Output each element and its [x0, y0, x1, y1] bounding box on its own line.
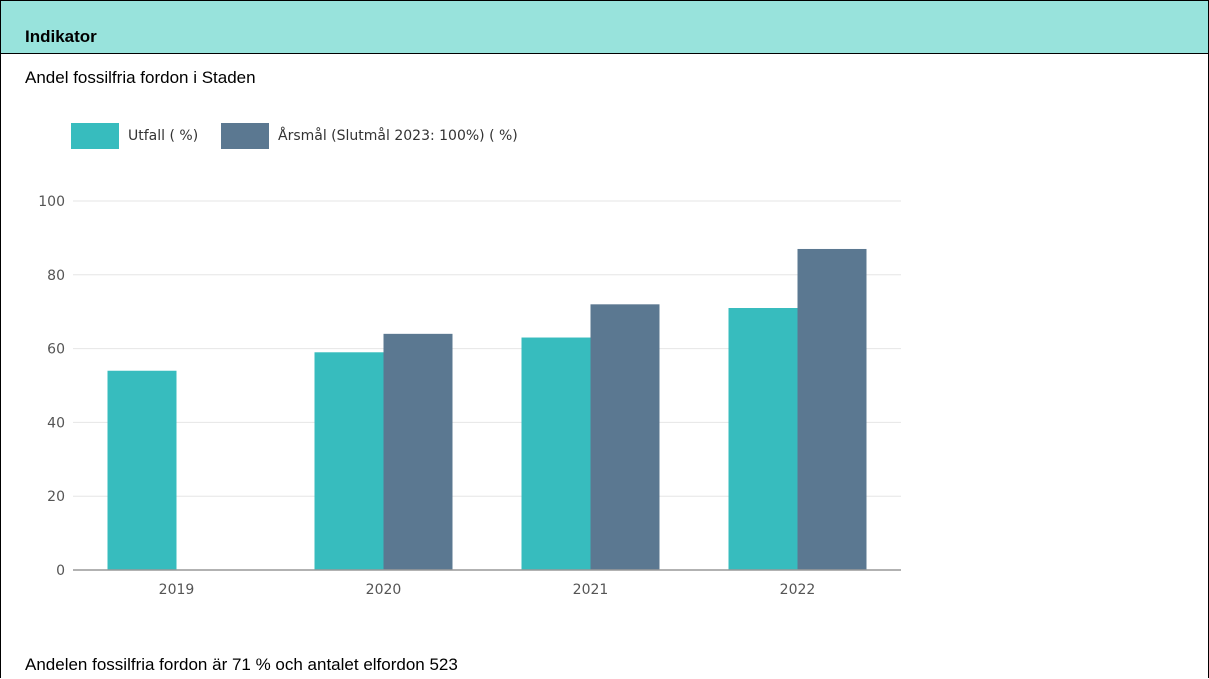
legend-label-arsmal: Årsmål (Slutmål 2023: 100%) ( %)	[278, 128, 518, 144]
y-tick-label: 0	[56, 563, 65, 579]
x-tick-label: 2019	[159, 582, 195, 598]
legend-swatch-arsmal	[221, 123, 269, 149]
y-tick-label: 20	[47, 489, 65, 505]
panel-header: Indikator	[1, 1, 1208, 54]
summary-text: Andelen fossilfria fordon är 71 % och an…	[25, 655, 458, 674]
y-tick-label: 60	[47, 342, 65, 358]
panel-title: Indikator	[25, 27, 97, 46]
bar-arsmal-2021[interactable]	[590, 304, 660, 570]
bar-arsmal-2020[interactable]	[383, 333, 453, 570]
x-tick-label: 2020	[366, 582, 402, 598]
legend-label-utfall: Utfall ( %)	[128, 128, 199, 144]
x-tick-label: 2022	[780, 582, 816, 598]
bar-utfall-2020[interactable]	[314, 352, 384, 570]
bar-arsmal-2022[interactable]	[797, 248, 867, 570]
y-tick-label: 100	[38, 194, 65, 210]
bar-chart: 0 20 40 60 80 100 2019 2020 2021 2022	[38, 194, 901, 598]
bar-utfall-2019[interactable]	[107, 370, 177, 570]
y-tick-label: 40	[47, 415, 65, 431]
x-tick-label: 2021	[573, 582, 609, 598]
bar-utfall-2021[interactable]	[521, 337, 591, 570]
chart-subtitle: Andel fossilfria fordon i Staden	[25, 68, 256, 87]
legend-item-utfall[interactable]: Utfall ( %)	[71, 123, 198, 149]
bar-utfall-2022[interactable]	[728, 308, 798, 570]
legend-swatch-utfall	[71, 123, 119, 149]
legend-item-arsmal[interactable]: Årsmål (Slutmål 2023: 100%) ( %)	[221, 123, 518, 149]
y-tick-label: 80	[47, 268, 65, 284]
